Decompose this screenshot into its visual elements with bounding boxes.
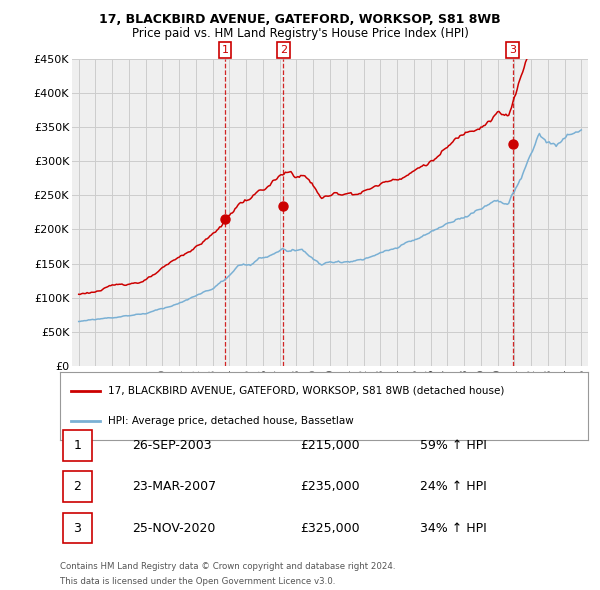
Text: 3: 3	[73, 522, 82, 535]
Text: This data is licensed under the Open Government Licence v3.0.: This data is licensed under the Open Gov…	[60, 577, 335, 586]
Text: 23-MAR-2007: 23-MAR-2007	[132, 480, 216, 493]
Text: 1: 1	[221, 45, 229, 55]
Text: 2: 2	[73, 480, 82, 493]
Text: £215,000: £215,000	[300, 439, 359, 452]
Text: HPI: Average price, detached house, Bassetlaw: HPI: Average price, detached house, Bass…	[107, 415, 353, 425]
Text: 3: 3	[509, 45, 516, 55]
Text: 59% ↑ HPI: 59% ↑ HPI	[420, 439, 487, 452]
Text: Contains HM Land Registry data © Crown copyright and database right 2024.: Contains HM Land Registry data © Crown c…	[60, 562, 395, 571]
Text: 24% ↑ HPI: 24% ↑ HPI	[420, 480, 487, 493]
Text: 2: 2	[280, 45, 287, 55]
Text: Price paid vs. HM Land Registry's House Price Index (HPI): Price paid vs. HM Land Registry's House …	[131, 27, 469, 40]
Text: 34% ↑ HPI: 34% ↑ HPI	[420, 522, 487, 535]
Text: £325,000: £325,000	[300, 522, 359, 535]
Text: 26-SEP-2003: 26-SEP-2003	[132, 439, 212, 452]
Text: 25-NOV-2020: 25-NOV-2020	[132, 522, 215, 535]
Text: 17, BLACKBIRD AVENUE, GATEFORD, WORKSOP, S81 8WB: 17, BLACKBIRD AVENUE, GATEFORD, WORKSOP,…	[99, 13, 501, 26]
Text: 17, BLACKBIRD AVENUE, GATEFORD, WORKSOP, S81 8WB (detached house): 17, BLACKBIRD AVENUE, GATEFORD, WORKSOP,…	[107, 386, 504, 396]
Text: 1: 1	[73, 439, 82, 452]
Text: £235,000: £235,000	[300, 480, 359, 493]
